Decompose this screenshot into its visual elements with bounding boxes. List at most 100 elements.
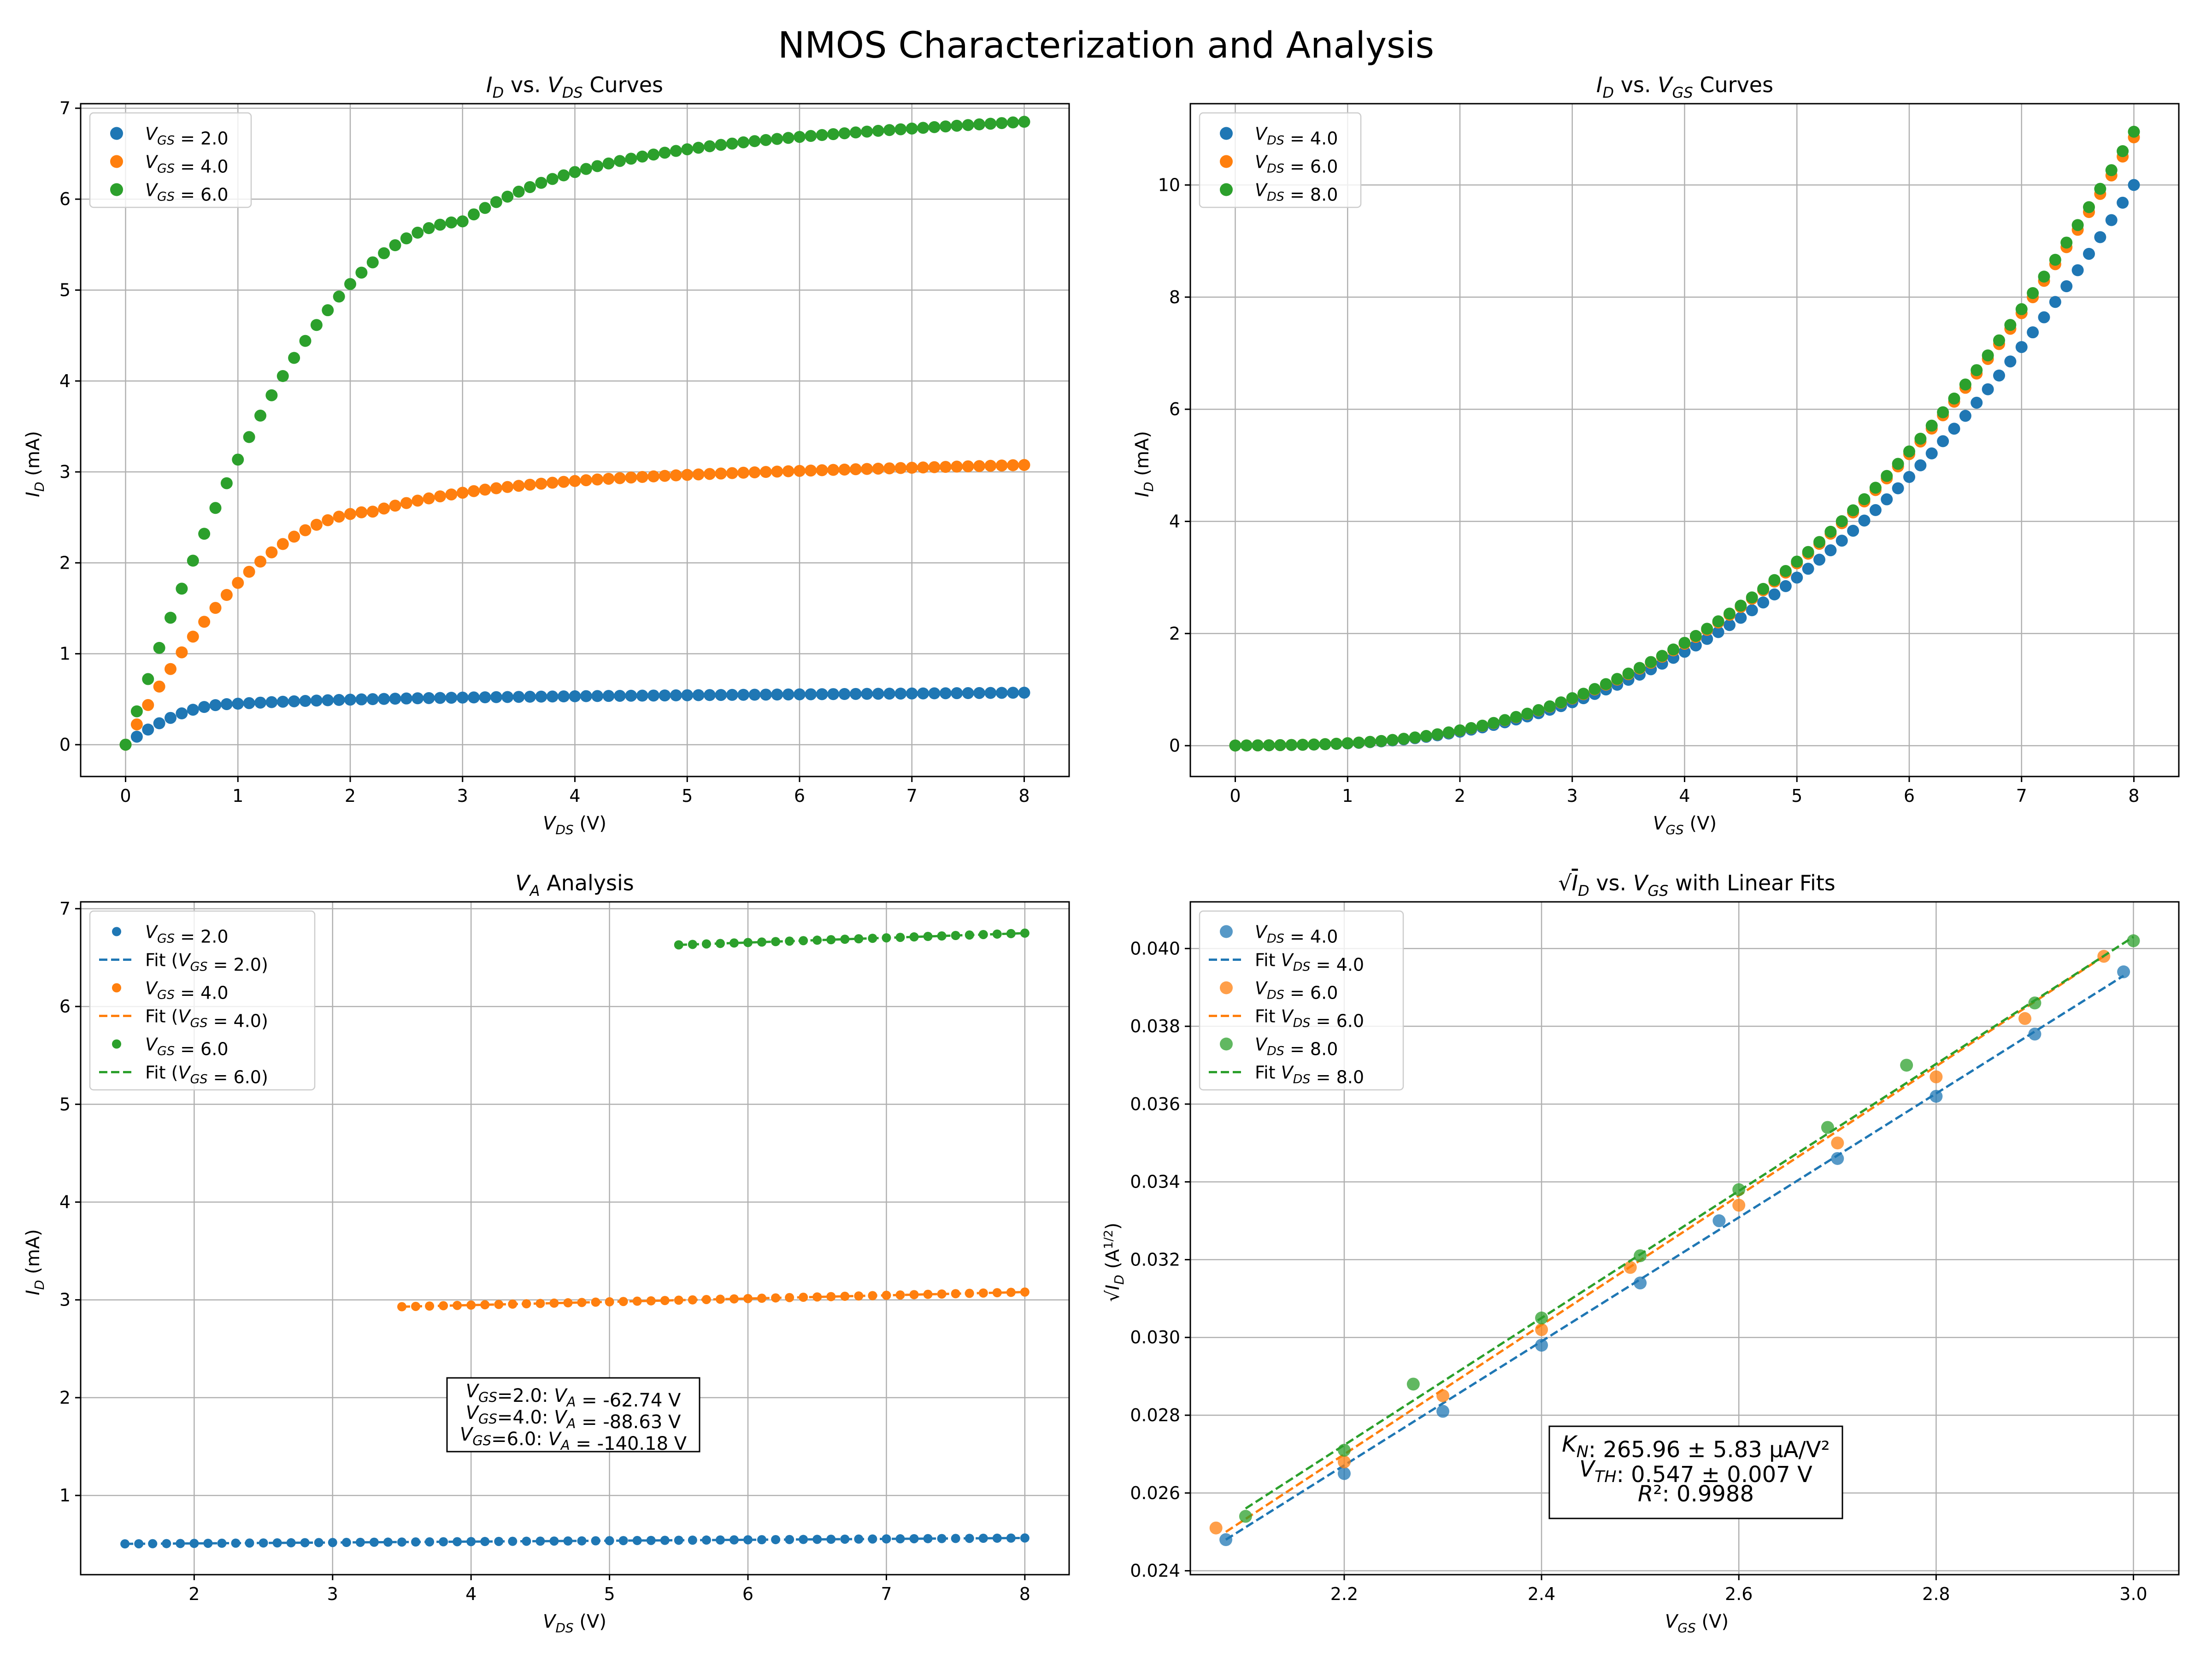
data-point xyxy=(259,1538,268,1548)
data-point xyxy=(670,145,682,157)
data-point xyxy=(962,687,974,700)
data-point xyxy=(142,673,154,685)
x-tick-label: 4 xyxy=(465,1584,477,1604)
data-point xyxy=(2027,287,2039,299)
x-tick-label: 8 xyxy=(1019,1584,1030,1604)
data-point xyxy=(861,125,873,138)
data-point xyxy=(1398,733,1410,745)
data-point xyxy=(508,1536,518,1546)
data-point xyxy=(1341,737,1354,749)
data-point xyxy=(243,697,255,709)
data-point xyxy=(209,602,222,614)
data-point xyxy=(799,1293,808,1302)
data-point xyxy=(602,472,615,485)
data-point xyxy=(466,1537,476,1547)
data-point xyxy=(2038,271,2050,283)
data-point xyxy=(1971,364,1983,377)
data-point xyxy=(1555,696,1567,709)
data-point xyxy=(625,153,637,165)
data-point xyxy=(883,688,895,700)
data-point xyxy=(883,462,895,475)
data-point xyxy=(220,698,233,710)
data-point xyxy=(288,530,300,543)
data-point xyxy=(1007,116,1019,129)
text-label: VDS = 4.0 xyxy=(1255,124,1338,149)
data-point xyxy=(142,724,154,736)
data-point xyxy=(1835,535,1848,547)
data-point xyxy=(1296,739,1309,751)
data-point xyxy=(1544,700,1556,712)
data-point xyxy=(923,932,933,941)
data-point xyxy=(1436,1389,1450,1402)
text-label: Fit VDS = 6.0 xyxy=(1255,1006,1364,1031)
data-point xyxy=(681,689,694,701)
x-tick-label: 2 xyxy=(1454,786,1465,806)
data-point xyxy=(704,468,716,480)
data-point xyxy=(1018,459,1030,471)
legend-marker xyxy=(1220,981,1233,994)
axes-frame xyxy=(1189,901,2180,1576)
data-point xyxy=(868,1534,877,1544)
data-point xyxy=(1364,735,1376,748)
data-point xyxy=(1993,369,2005,382)
data-point xyxy=(1768,574,1781,586)
data-point xyxy=(439,1537,448,1547)
data-point xyxy=(209,699,222,712)
legend-marker xyxy=(112,927,121,936)
legend-box xyxy=(89,910,316,1091)
data-point xyxy=(445,488,458,500)
data-point xyxy=(479,691,491,704)
data-point xyxy=(366,256,379,269)
data-point xyxy=(894,462,907,474)
y-tick-label: 0.040 xyxy=(1130,938,1180,959)
data-point xyxy=(757,1535,767,1545)
data-point xyxy=(453,1537,462,1547)
data-point xyxy=(176,1539,185,1548)
data-point xyxy=(1948,392,1960,405)
data-point xyxy=(704,689,716,701)
data-point xyxy=(951,931,960,940)
data-point xyxy=(2004,355,2017,368)
legend-box xyxy=(89,112,252,208)
fit-line xyxy=(1245,935,2134,1510)
data-point xyxy=(715,939,725,948)
data-point xyxy=(378,247,390,259)
y-tick-label: 4 xyxy=(59,371,71,391)
y-tick-label: 7 xyxy=(59,899,71,919)
data-point xyxy=(759,134,772,146)
data-point xyxy=(965,1288,974,1298)
data-point xyxy=(692,689,705,701)
data-point xyxy=(660,1296,670,1306)
data-point xyxy=(743,1294,753,1303)
data-point xyxy=(1308,738,1320,751)
data-point xyxy=(344,278,356,290)
data-point xyxy=(254,555,266,568)
x-tick-label: 6 xyxy=(794,786,805,806)
data-point xyxy=(840,1534,850,1544)
data-point xyxy=(2128,179,2140,191)
y-tick-label: 7 xyxy=(59,98,71,118)
data-point xyxy=(2105,164,2118,176)
data-point xyxy=(1937,406,1949,418)
data-point xyxy=(849,126,862,139)
text-label: VDS = 8.0 xyxy=(1255,1035,1338,1059)
data-point xyxy=(1993,334,2005,347)
data-point xyxy=(314,1538,324,1547)
data-point xyxy=(412,226,424,239)
data-point xyxy=(872,124,884,137)
data-point xyxy=(423,492,435,505)
x-tick-label: 1 xyxy=(232,786,243,806)
data-point xyxy=(1948,423,1960,435)
data-point xyxy=(928,687,941,700)
data-point xyxy=(782,688,794,700)
data-point xyxy=(176,646,188,659)
data-point xyxy=(524,478,536,491)
data-point xyxy=(480,1300,490,1310)
data-point xyxy=(701,939,711,949)
data-point xyxy=(434,490,446,503)
data-point xyxy=(512,480,525,492)
x-tick-label: 7 xyxy=(881,1584,892,1604)
data-point xyxy=(1337,1467,1351,1480)
